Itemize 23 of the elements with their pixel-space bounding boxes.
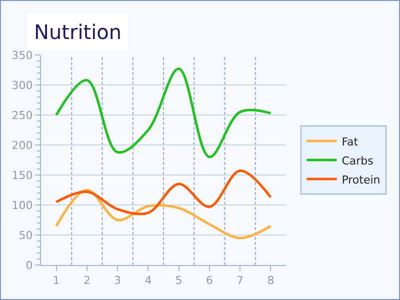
y-tick-label: 250 [12, 108, 33, 122]
y-tick-label: 100 [12, 198, 33, 212]
y-tick-label: 150 [12, 168, 33, 182]
legend-label: Fat [342, 135, 359, 148]
x-tick-label: 2 [83, 274, 90, 288]
legend-label: Carbs [342, 154, 374, 168]
x-tick-label: 1 [52, 274, 60, 288]
x-tick-label: 6 [206, 274, 213, 288]
chart-title: Nutrition [34, 20, 122, 44]
x-tick-label: 3 [114, 274, 122, 288]
legend-label: Protein [342, 173, 380, 186]
y-tick-label: 200 [12, 138, 33, 152]
x-tick-label: 7 [236, 274, 244, 288]
y-tick-label: 350 [12, 48, 33, 62]
x-tick-label: 8 [267, 274, 274, 288]
line-series [55, 188, 272, 240]
x-tick-label: 4 [144, 274, 152, 288]
line-series [55, 68, 272, 158]
y-tick-label: 0 [26, 258, 33, 272]
y-tick-label: 50 [18, 228, 33, 242]
line-series [55, 170, 272, 216]
x-tick-label: 5 [175, 274, 182, 288]
y-tick-label: 300 [12, 78, 33, 92]
